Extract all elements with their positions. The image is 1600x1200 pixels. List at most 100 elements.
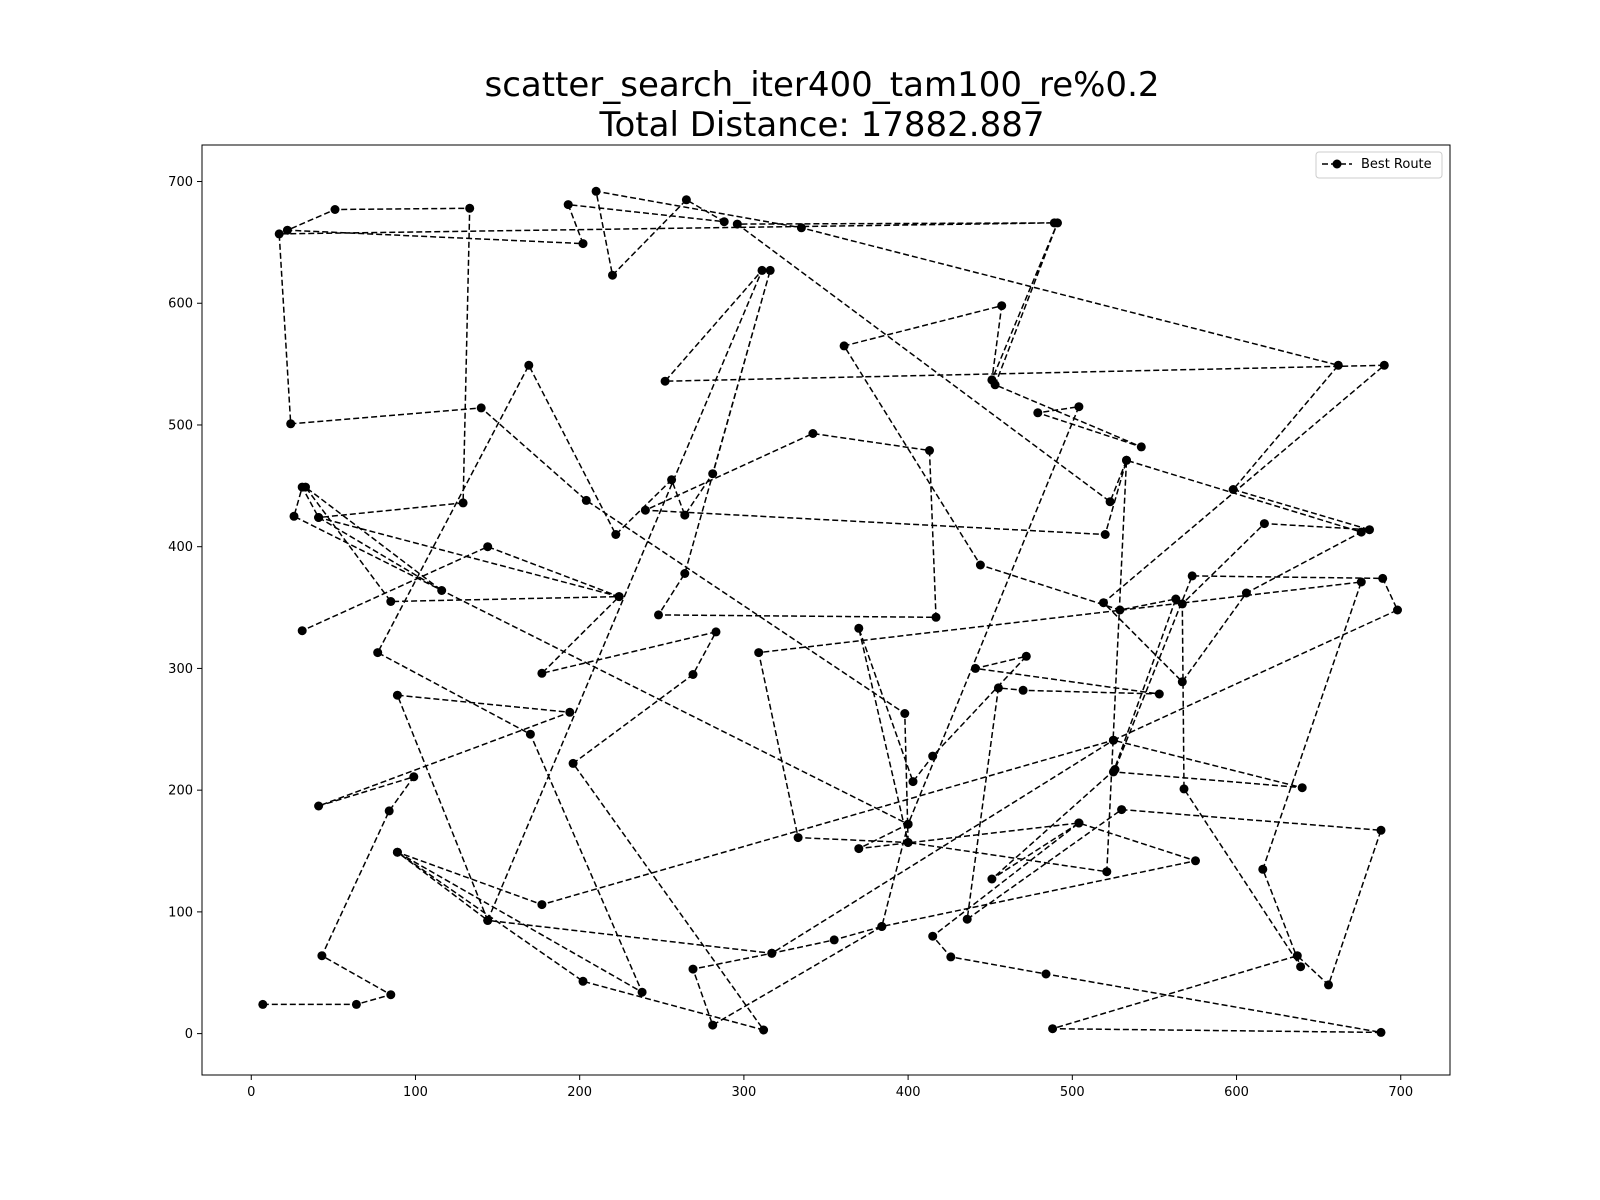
route-point	[990, 380, 1000, 390]
route-point	[614, 592, 624, 602]
route-point	[839, 341, 849, 351]
x-tick-label: 300	[731, 1085, 756, 1100]
route-point	[1100, 530, 1110, 539]
route-point	[877, 922, 887, 931]
route-point	[667, 475, 677, 485]
route-point	[1378, 573, 1388, 583]
route-point	[409, 772, 419, 782]
y-tick-label: 0	[185, 1027, 193, 1042]
route-point	[1021, 651, 1031, 661]
route-point	[680, 510, 690, 520]
route-point	[563, 200, 573, 210]
route-point	[925, 446, 934, 455]
route-point	[1171, 594, 1181, 604]
route-point	[1379, 360, 1389, 370]
route-point	[317, 951, 327, 961]
route-point	[637, 987, 647, 997]
route-point	[1241, 588, 1251, 598]
route-point	[796, 223, 806, 233]
route-point	[732, 219, 742, 229]
route-point	[314, 513, 324, 522]
route-point	[1333, 360, 1343, 370]
route-point	[1259, 519, 1269, 529]
route-point	[1033, 408, 1043, 418]
route-point	[681, 195, 691, 205]
route-point	[765, 265, 775, 275]
route-point	[1108, 735, 1118, 745]
route-point	[928, 931, 938, 941]
route-point	[537, 668, 547, 678]
route-point	[970, 663, 980, 673]
route-point	[688, 964, 698, 974]
route-point	[1292, 951, 1302, 961]
route-point	[660, 376, 670, 386]
route-point	[1018, 685, 1028, 695]
route-point	[384, 806, 394, 816]
route-point	[392, 847, 402, 857]
legend-label: Best Route	[1361, 157, 1432, 172]
route-point	[946, 952, 956, 962]
route-point	[1136, 442, 1146, 452]
route-point	[1191, 856, 1200, 866]
route-point	[1376, 825, 1386, 835]
route-point	[854, 844, 864, 854]
route-point	[392, 690, 402, 700]
route-point	[386, 597, 396, 606]
y-tick-label: 200	[168, 784, 193, 799]
route-point	[524, 360, 534, 370]
route-point	[1041, 969, 1051, 979]
route-point	[581, 495, 591, 505]
route-point	[688, 670, 698, 679]
route-point	[1296, 962, 1306, 972]
route-point	[1324, 980, 1333, 990]
route-point	[1108, 767, 1118, 777]
x-tick-label: 500	[1060, 1085, 1085, 1100]
chart-title-line-1: scatter_search_iter400_tam100_re%0.2	[484, 65, 1159, 105]
legend-box	[1315, 151, 1443, 179]
route-point	[1115, 605, 1125, 615]
route-point	[640, 505, 650, 515]
legend-marker-sample	[1332, 159, 1342, 169]
route-point	[1356, 577, 1366, 587]
route-point	[1297, 783, 1307, 793]
x-tick-label: 400	[896, 1085, 921, 1100]
route-point	[258, 999, 268, 1009]
route-point	[1117, 805, 1127, 815]
route-point	[458, 498, 468, 508]
y-tick-label: 700	[168, 175, 193, 190]
route-point	[711, 627, 721, 637]
route-point	[476, 403, 486, 413]
route-point	[483, 542, 493, 552]
route-point	[808, 429, 818, 438]
route-point	[759, 1025, 769, 1035]
route-point	[483, 915, 493, 925]
route-point	[351, 999, 361, 1009]
route-point	[757, 265, 767, 275]
route-point	[1376, 1027, 1386, 1037]
route-point	[565, 707, 575, 717]
route-point	[591, 186, 601, 196]
route-point	[854, 623, 864, 633]
route-point	[1356, 527, 1366, 537]
route-point	[1177, 677, 1187, 687]
route-point	[386, 990, 396, 1000]
plot-area-frame	[201, 144, 1451, 1076]
route-point	[829, 935, 839, 945]
route-point	[1105, 497, 1115, 507]
route-point	[975, 560, 985, 570]
route-point	[578, 239, 588, 249]
route-point	[931, 612, 941, 622]
route-point	[767, 948, 777, 958]
route-point	[1365, 525, 1374, 535]
y-tick-label: 300	[168, 662, 193, 677]
axis-layer: 0 100 200 300 400 500 600 700 0 100 200 300 400 500 60…	[168, 175, 1413, 1100]
route-point	[1393, 605, 1402, 615]
route-point	[708, 1020, 718, 1030]
legend: Best Route	[1315, 151, 1443, 179]
route-point	[282, 225, 292, 235]
route-point	[1048, 1024, 1058, 1034]
route-point	[1074, 402, 1084, 412]
route-point	[1049, 218, 1059, 228]
route-point	[654, 610, 663, 620]
route-point	[708, 469, 718, 479]
